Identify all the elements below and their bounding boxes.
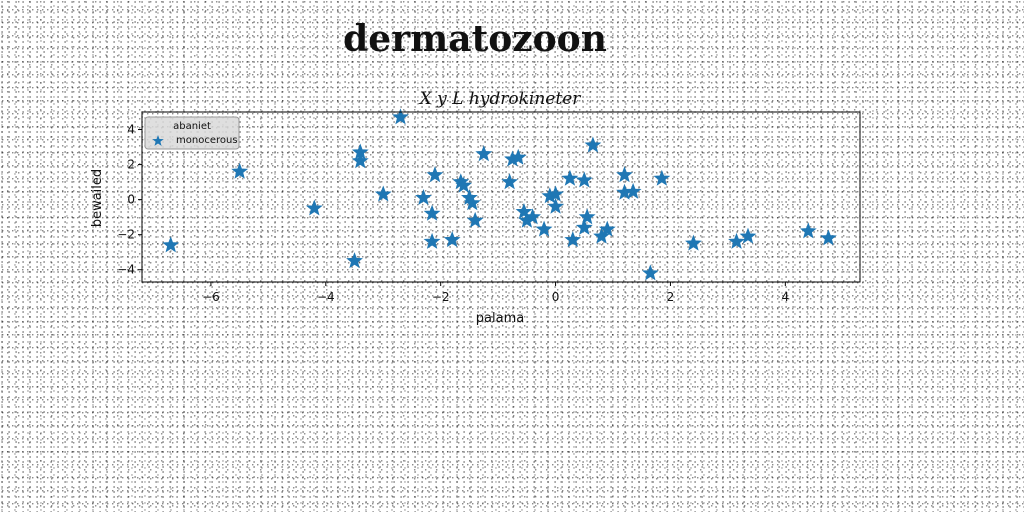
data-point bbox=[427, 167, 442, 181]
data-point bbox=[686, 235, 701, 249]
y-tick-label: 4 bbox=[127, 123, 135, 137]
data-point bbox=[562, 171, 577, 185]
data-point bbox=[502, 174, 517, 188]
data-point bbox=[347, 253, 362, 267]
x-axis: −6 −4 −2 0 2 4 bbox=[202, 282, 789, 304]
y-tick-label: −4 bbox=[117, 263, 135, 277]
x-axis-label: palama bbox=[476, 311, 524, 326]
data-point bbox=[468, 213, 483, 227]
data-point bbox=[476, 146, 491, 160]
data-point bbox=[163, 237, 178, 251]
data-point bbox=[821, 230, 836, 244]
data-point bbox=[353, 153, 368, 167]
chart-title: X y L hydrokineter bbox=[418, 89, 582, 109]
y-tick-label: 0 bbox=[127, 193, 135, 207]
legend: abaniet monocerous bbox=[145, 117, 239, 149]
data-point bbox=[654, 171, 669, 185]
data-point bbox=[580, 209, 595, 223]
data-point bbox=[536, 221, 551, 235]
x-tick-label: −6 bbox=[202, 290, 220, 304]
points-layer bbox=[163, 109, 836, 279]
data-point bbox=[585, 137, 600, 151]
legend-series-label: monocerous bbox=[176, 135, 238, 146]
y-tick-label: 2 bbox=[127, 158, 135, 172]
x-tick-label: 4 bbox=[782, 290, 790, 304]
data-point bbox=[801, 223, 816, 237]
data-point bbox=[643, 265, 658, 279]
data-point bbox=[445, 232, 460, 246]
data-point bbox=[565, 232, 580, 246]
data-point bbox=[424, 234, 439, 248]
data-point bbox=[577, 172, 592, 186]
x-tick-label: −4 bbox=[317, 290, 335, 304]
y-tick-label: −2 bbox=[117, 228, 135, 242]
legend-title: abaniet bbox=[173, 121, 211, 132]
data-point bbox=[416, 190, 431, 204]
data-point bbox=[617, 167, 632, 181]
data-point bbox=[232, 164, 247, 178]
data-point bbox=[376, 186, 391, 200]
x-tick-label: −2 bbox=[432, 290, 450, 304]
data-point bbox=[424, 206, 439, 220]
x-tick-label: 2 bbox=[667, 290, 675, 304]
plot-area-frame bbox=[142, 112, 860, 282]
data-point bbox=[548, 199, 563, 213]
data-point bbox=[729, 234, 744, 248]
y-axis-label: bewailed bbox=[90, 169, 105, 227]
data-point bbox=[393, 109, 408, 123]
x-tick-label: 0 bbox=[552, 290, 560, 304]
data-point bbox=[307, 200, 322, 214]
y-axis: −4 −2 0 2 4 bbox=[117, 123, 142, 277]
